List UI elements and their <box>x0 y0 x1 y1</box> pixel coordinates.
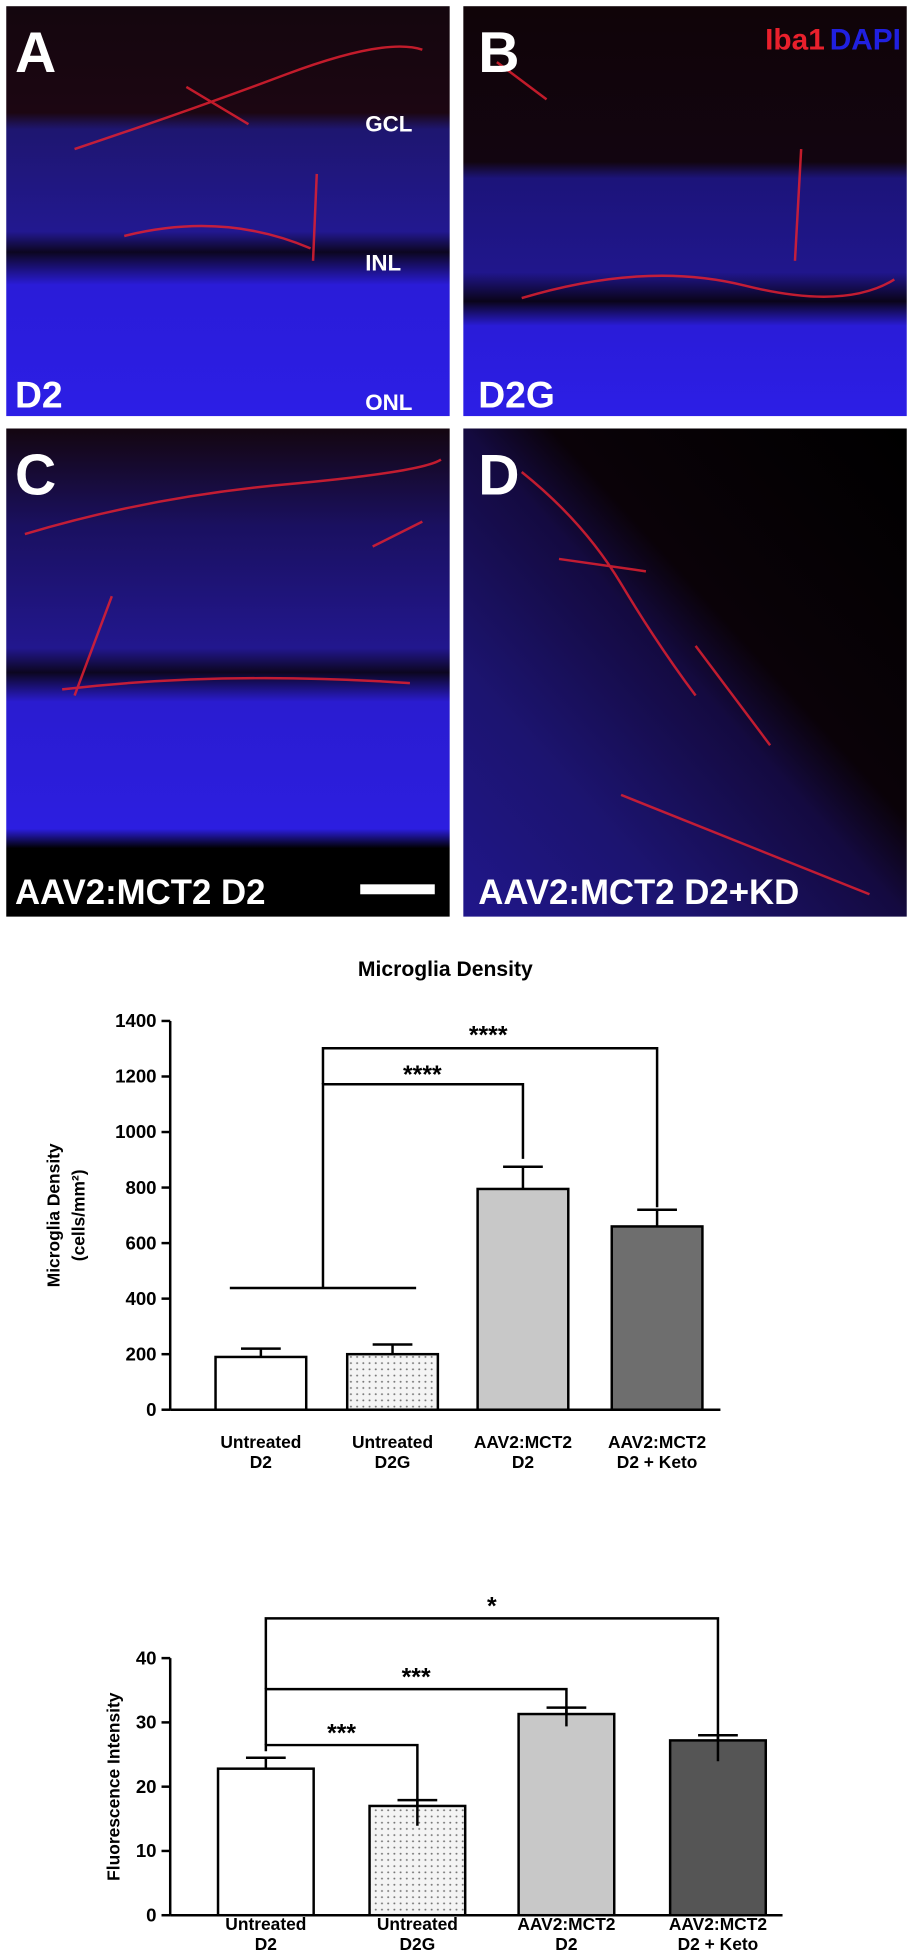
significance-label: *** <box>327 1720 356 1747</box>
y-axis-label: (cells/mm²) <box>69 1169 89 1261</box>
micrograph <box>6 428 450 917</box>
x-tick-label: D2 <box>255 1934 277 1950</box>
y-tick-label: 1400 <box>115 1010 156 1031</box>
y-tick-label: 40 <box>136 1647 157 1668</box>
x-tick-label: Untreated <box>225 1914 306 1934</box>
bar <box>668 1739 768 1917</box>
y-tick-label: 200 <box>125 1343 156 1364</box>
micrograph <box>463 428 907 917</box>
bar <box>517 1712 616 1917</box>
x-tick-label: Untreated <box>352 1432 433 1452</box>
bar <box>214 1355 308 1411</box>
chart-title: Microglia Density <box>358 958 533 981</box>
micrograph <box>6 6 450 417</box>
x-tick-label: AAV2:MCT2 <box>517 1914 615 1934</box>
x-tick-label: AAV2:MCT2 <box>608 1432 706 1452</box>
y-tick-label: 0 <box>146 1399 156 1420</box>
y-tick-label: 1200 <box>115 1066 156 1087</box>
panel-label: AAV2:MCT2 D2+KD <box>478 874 799 912</box>
y-axis-label: Microglia Density <box>44 1143 64 1287</box>
y-tick-label: 20 <box>136 1776 157 1797</box>
panel-label: D2 <box>15 373 63 415</box>
panel-label: D2G <box>478 373 555 415</box>
significance-bracket <box>321 1047 659 1208</box>
x-tick-label: D2 <box>512 1452 534 1472</box>
legend-dapi: DAPI <box>830 24 901 57</box>
significance-bracket <box>264 1687 568 1746</box>
significance-label: *** <box>402 1664 431 1691</box>
y-tick-label: 1000 <box>115 1121 156 1142</box>
panel-texts: A GCL INL ONL D2 B Iba1 DAPI D2G C AAV2:… <box>15 21 901 912</box>
x-tick-label: D2 <box>555 1934 577 1950</box>
legend-iba1: Iba1 <box>765 24 825 57</box>
x-tick-label: Untreated <box>220 1432 301 1452</box>
bar <box>476 1187 570 1411</box>
y-axis-label: Fluorescence Intensity <box>103 1692 123 1881</box>
x-tick-label: D2 + Keto <box>617 1452 698 1472</box>
panel-letter: B <box>478 21 519 85</box>
significance-bracket <box>264 1743 419 1826</box>
x-tick-label: Untreated <box>377 1914 458 1934</box>
x-tick-label: AAV2:MCT2 <box>474 1432 572 1452</box>
bar <box>610 1225 704 1411</box>
y-tick-label: 800 <box>125 1177 156 1198</box>
panel-letter: D <box>478 443 519 507</box>
scale-bar <box>360 884 435 895</box>
x-tick-label: D2 <box>250 1452 272 1472</box>
x-tick-label: AAV2:MCT2 <box>669 1914 767 1934</box>
layer-label: ONL <box>365 390 412 415</box>
significance-label: **** <box>403 1062 442 1089</box>
micrograph <box>463 6 907 417</box>
bar <box>216 1767 315 1917</box>
y-tick-label: 400 <box>125 1288 156 1309</box>
significance-label: **** <box>469 1022 508 1049</box>
significance-bracket <box>229 1083 525 1290</box>
y-tick-label: 0 <box>146 1904 156 1925</box>
layer-label: INL <box>365 251 401 276</box>
bar <box>345 1352 440 1411</box>
y-tick-label: 30 <box>136 1712 157 1733</box>
layer-label: GCL <box>365 112 412 137</box>
panel-letter: C <box>15 443 56 507</box>
x-tick-label: D2G <box>400 1934 436 1950</box>
panel-label: AAV2:MCT2 D2 <box>15 874 265 912</box>
y-tick-label: 600 <box>125 1232 156 1253</box>
significance-bracket <box>264 1617 720 1762</box>
panel-letter: A <box>15 21 56 85</box>
x-tick-label: D2G <box>375 1452 411 1472</box>
significance-label: * <box>487 1594 497 1621</box>
microglia-processes <box>24 45 895 896</box>
y-tick-label: 10 <box>136 1840 157 1861</box>
x-tick-label: D2 + Keto <box>678 1934 759 1950</box>
